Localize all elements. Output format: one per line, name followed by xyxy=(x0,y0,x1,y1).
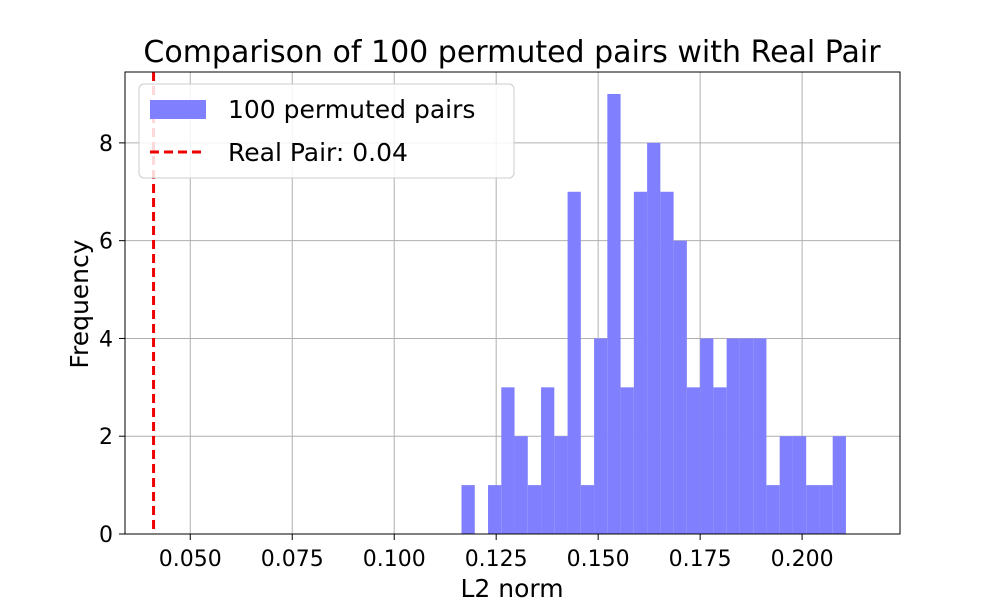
histogram-bar xyxy=(633,191,648,534)
histogram-bar xyxy=(567,191,581,534)
histogram-bar xyxy=(541,387,555,534)
histogram-bar xyxy=(527,485,542,534)
plot-frame xyxy=(124,71,901,535)
histogram-bar xyxy=(832,436,846,534)
x-axis-ticks: 0.050 0.075 0.100 0.125 0.150 0.175 0.200 xyxy=(159,534,834,572)
histogram-bar xyxy=(819,485,833,534)
chart-title: Comparison of 100 permuted pairs with Re… xyxy=(143,35,881,70)
histogram-bar xyxy=(766,485,780,534)
legend-label-permuted: 100 permuted pairs xyxy=(228,95,475,124)
x-tick-label: 0.200 xyxy=(771,547,834,572)
histogram-bar xyxy=(607,94,621,534)
histogram-bar xyxy=(554,436,568,534)
legend-box xyxy=(138,83,515,179)
histogram-bar xyxy=(806,485,820,534)
y-tick-label: 0 xyxy=(99,523,113,548)
x-tick-label: 0.050 xyxy=(159,547,222,572)
x-tick-label: 0.150 xyxy=(567,547,630,572)
x-tick-label: 0.125 xyxy=(465,547,528,572)
x-tick-label: 0.075 xyxy=(261,547,324,572)
y-axis-ticks: 0 2 4 6 8 xyxy=(99,132,125,548)
x-axis-label: L2 norm xyxy=(460,574,563,600)
y-axis-label: Frequency xyxy=(65,239,94,368)
histogram-bar xyxy=(700,338,714,534)
y-tick-label: 6 xyxy=(99,230,113,255)
x-tick-label: 0.100 xyxy=(363,547,426,572)
y-tick-label: 8 xyxy=(99,132,113,157)
histogram-bar xyxy=(620,387,634,534)
y-tick-label: 2 xyxy=(99,425,113,450)
histogram-bar xyxy=(580,485,595,534)
histogram-bar xyxy=(647,142,661,534)
histogram-bar xyxy=(660,191,674,534)
histogram-bar xyxy=(514,436,528,534)
histogram-bars xyxy=(461,94,846,534)
histogram-bar xyxy=(713,387,727,534)
histogram-bar xyxy=(501,387,515,534)
histogram-bar xyxy=(726,338,740,534)
x-tick-label: 0.175 xyxy=(669,547,732,572)
histogram-bar xyxy=(673,240,687,534)
histogram-bar xyxy=(792,436,807,534)
y-tick-label: 4 xyxy=(99,327,113,352)
histogram-bar xyxy=(779,436,793,534)
histogram-bar xyxy=(594,338,608,534)
histogram-bar xyxy=(753,338,767,534)
histogram-bar xyxy=(686,387,701,534)
histogram-bar xyxy=(488,485,502,534)
legend: 100 permuted pairs Real Pair: 0.04 xyxy=(138,83,515,179)
histogram-bar xyxy=(461,485,475,534)
legend-swatch-permuted xyxy=(150,100,206,119)
histogram-bar xyxy=(739,338,754,534)
legend-label-real-pair: Real Pair: 0.04 xyxy=(228,138,408,167)
